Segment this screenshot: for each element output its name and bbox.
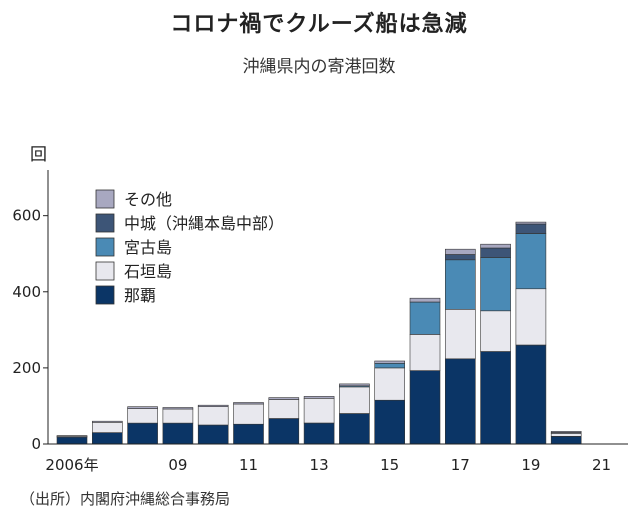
legend-label-3: 石垣島 [124, 262, 172, 281]
legend-label-2: 宮古島 [124, 238, 172, 257]
bar-segment-2008-4 [127, 406, 158, 409]
bar-segment-2019-3 [515, 223, 547, 234]
bar-segment-2020-1 [550, 432, 582, 437]
legend-label-4: 那覇 [124, 286, 156, 305]
y-unit-label: 回 [30, 145, 47, 165]
bar-segment-2015-1 [374, 367, 406, 401]
bar-segment-2009-0 [162, 422, 194, 445]
bar-segment-2015-4 [374, 360, 406, 364]
x-tick-label-17: 17 [451, 456, 470, 474]
bar-segment-2011-0 [233, 423, 264, 445]
bar-segment-2010-4 [197, 404, 229, 408]
legend-label-1: 中城（沖縄本島中部） [124, 214, 284, 233]
bar-segment-2017-2 [444, 259, 476, 310]
x-tick-label-21: 21 [592, 456, 611, 474]
bar-segment-2013-0 [303, 422, 335, 445]
legend-swatch-4 [95, 285, 115, 305]
bar-segment-2008-1 [127, 408, 158, 424]
bar-segment-2014-4 [339, 383, 370, 387]
y-tick-label-600: 600 [12, 207, 41, 225]
x-tick-label-09: 09 [168, 456, 187, 474]
bar-segment-2019-2 [515, 233, 547, 290]
bar-segment-2020-4 [550, 431, 582, 433]
legend-swatch-1 [95, 213, 115, 233]
y-tick-label-200: 200 [12, 359, 41, 377]
bar-segment-2007-4 [92, 420, 123, 423]
bar-segment-2018-4 [480, 243, 511, 249]
bar-segment-2006-4 [56, 435, 88, 437]
bar-segment-2009-4 [162, 407, 194, 410]
y-tick-label-0: 0 [31, 435, 41, 453]
bar-segment-2018-3 [480, 247, 511, 258]
source-note: （出所）内閣府沖縄総合事務局 [20, 490, 231, 508]
bar-segment-2017-1 [444, 308, 476, 360]
bar-segment-2010-1 [197, 406, 229, 426]
bar-segment-2016-1 [409, 334, 441, 371]
bar-segment-2019-0 [515, 344, 547, 445]
x-tick-label-13: 13 [310, 456, 329, 474]
bar-segment-2008-0 [127, 422, 158, 445]
bar-segment-2017-0 [444, 358, 476, 445]
legend-swatch-2 [95, 237, 115, 257]
bar-segment-2018-2 [480, 257, 511, 312]
bar-segment-2014-0 [339, 413, 370, 445]
bar-segment-2012-0 [268, 418, 300, 445]
bar-segment-2018-0 [480, 351, 511, 445]
bars-group [56, 221, 582, 445]
bar-segment-2009-1 [162, 408, 194, 424]
bar-segment-2007-1 [92, 421, 123, 433]
bar-segment-2017-4 [444, 248, 476, 255]
bar-segment-2019-4 [515, 221, 547, 225]
axes-group: 0 200 400 600 回 2006年 09 11 13 15 17 19 21 [12, 145, 628, 474]
bar-segment-2013-4 [303, 396, 335, 399]
bar-segment-2012-1 [268, 399, 300, 419]
legend-label-0: その他 [124, 190, 172, 209]
bar-segment-2016-2 [409, 301, 441, 335]
bar-segment-2020-0 [550, 436, 582, 445]
legend-swatch-0 [95, 189, 115, 209]
x-tick-label-15: 15 [380, 456, 399, 474]
bar-segment-2017-3 [444, 254, 476, 261]
bar-segment-2011-4 [233, 402, 264, 405]
bar-segment-2018-1 [480, 310, 511, 352]
bar-segment-2016-4 [409, 297, 441, 303]
bar-segment-2010-0 [197, 424, 229, 445]
bar-segment-2013-1 [303, 397, 335, 424]
bar-segment-2015-2 [374, 362, 406, 369]
bar-segment-2016-0 [409, 370, 441, 445]
bar-segment-2012-4 [268, 397, 300, 400]
legend-swatch-3 [95, 261, 115, 281]
chart-title: コロナ禍でクルーズ船は急減 [170, 12, 468, 37]
bar-segment-2015-0 [374, 399, 406, 445]
bar-segment-2007-0 [92, 432, 123, 445]
x-tick-label-11: 11 [239, 456, 258, 474]
chart-subtitle: 沖縄県内の寄港回数 [242, 57, 396, 77]
x-tick-label-19: 19 [521, 456, 540, 474]
bar-segment-2019-1 [515, 288, 547, 346]
bar-segment-2014-1 [339, 386, 370, 414]
x-tick-label-2006年: 2006年 [45, 456, 98, 474]
y-tick-label-400: 400 [12, 283, 41, 301]
bar-segment-2006-0 [56, 436, 88, 445]
bar-segment-2011-1 [233, 403, 264, 425]
